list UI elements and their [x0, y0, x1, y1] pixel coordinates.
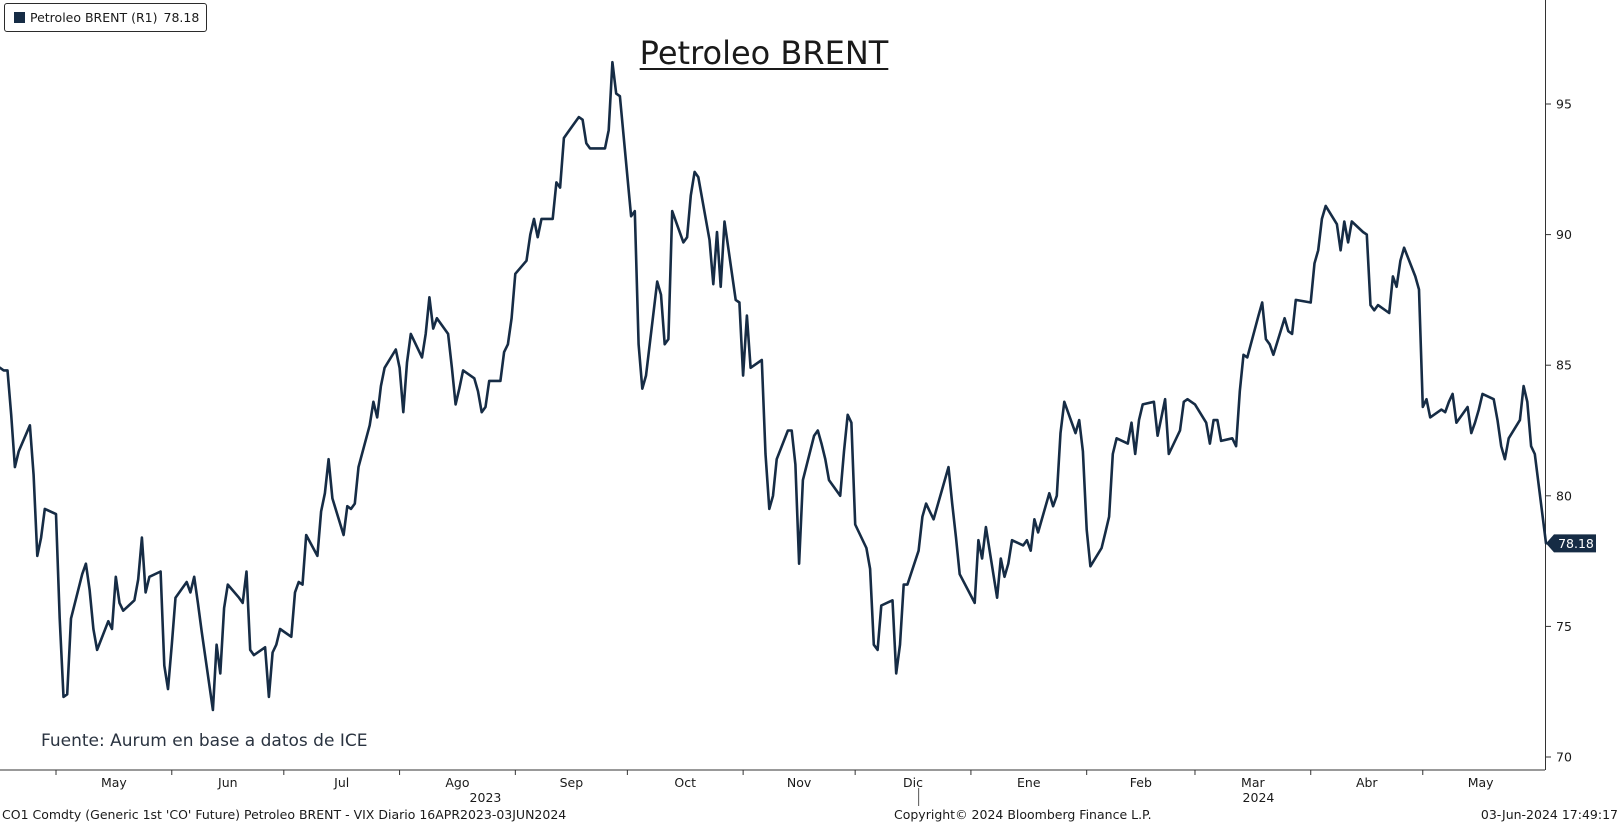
chart-title: Petroleo BRENT — [639, 34, 889, 72]
x-month-label: Feb — [1130, 775, 1152, 790]
last-value-label: 78.18 — [1558, 536, 1594, 551]
x-month-label: Mar — [1241, 775, 1265, 790]
y-tick-label: 80 — [1556, 488, 1572, 503]
x-year-label: 2024 — [1243, 790, 1275, 805]
x-month-label: Ene — [1017, 775, 1041, 790]
last-value-marker — [1546, 534, 1596, 553]
x-month-label: Dic — [903, 775, 923, 790]
x-month-label: Jun — [217, 775, 238, 790]
x-month-label: Jul — [333, 775, 349, 790]
x-month-label: May — [101, 775, 127, 790]
x-month-label: Ago — [445, 775, 469, 790]
x-month-label: Oct — [674, 775, 696, 790]
y-tick-label: 90 — [1556, 227, 1572, 242]
x-month-label: Sep — [560, 775, 584, 790]
y-tick-label: 95 — [1556, 97, 1572, 112]
y-tick-label: 70 — [1556, 750, 1572, 765]
footer-timestamp: 03-Jun-2024 17:49:17 — [1480, 807, 1618, 822]
legend-swatch-icon — [14, 12, 25, 23]
series-line-brent — [0, 60, 1548, 712]
x-month-label: Nov — [787, 775, 812, 790]
y-tick-label: 85 — [1556, 358, 1572, 373]
y-tick-label: 75 — [1556, 619, 1572, 634]
chart-legend: Petroleo BRENT (R1) 78.18 — [4, 3, 208, 32]
footer-description: CO1 Comdty (Generic 1st 'CO' Future) Pet… — [2, 807, 567, 822]
x-month-label: Abr — [1356, 775, 1378, 790]
legend-label: Petroleo BRENT (R1) — [30, 10, 158, 25]
x-year-label: 2023 — [470, 790, 502, 805]
legend-last-value: 78.18 — [163, 10, 200, 25]
x-month-label: May — [1468, 775, 1494, 790]
footer-copyright: Copyright© 2024 Bloomberg Finance L.P. — [894, 807, 1152, 822]
source-note: Fuente: Aurum en base a datos de ICE — [41, 731, 368, 751]
